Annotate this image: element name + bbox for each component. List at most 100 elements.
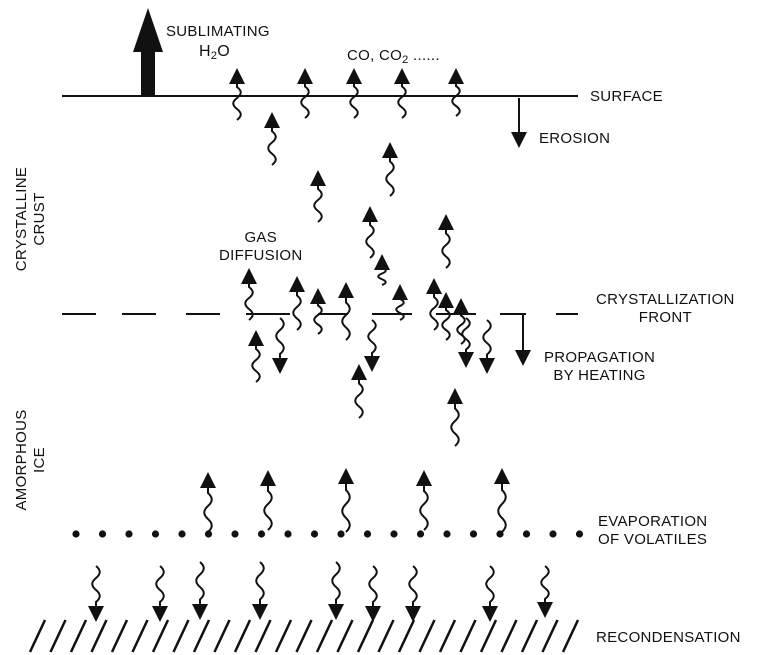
gas-arrow-up <box>260 470 276 531</box>
gas-arrow-down <box>272 317 288 374</box>
hatch-line <box>541 619 559 653</box>
hatch-line <box>500 619 518 653</box>
gas-arrow-up <box>382 142 398 197</box>
hatch-line <box>151 619 170 653</box>
gas-arrow-up <box>248 330 264 383</box>
prop-line2: BY HEATING <box>553 367 646 384</box>
sublimating-h2o-arrow <box>133 8 163 96</box>
evaporation-dot <box>72 530 80 538</box>
hatch-line <box>479 619 498 653</box>
evap-line1: EVAPORATION <box>598 513 708 530</box>
co-ellipsis: ...... <box>408 47 440 64</box>
hatch-line <box>377 619 395 653</box>
crust-line2: CRUST <box>31 192 48 246</box>
gas-arrow-up <box>346 68 362 119</box>
gas-arrow-up <box>448 68 464 117</box>
evaporation-dot <box>337 530 345 538</box>
evaporation-dot <box>178 530 186 538</box>
gas-arrow-down <box>88 565 104 622</box>
gas-arrow-down <box>458 317 474 368</box>
front-line2: FRONT <box>638 309 692 326</box>
co2-subscript: 2 <box>402 54 409 66</box>
hatch-line <box>336 619 354 653</box>
gas-arrow-up <box>264 112 280 166</box>
amorphous-ice-label: AMORPHOUS ICE <box>13 405 49 515</box>
gas-arrow-up <box>229 68 245 121</box>
gas-arrow-down <box>479 319 495 374</box>
hatch-line <box>397 619 416 653</box>
hatch-line <box>213 619 231 653</box>
gas-arrow-up <box>200 472 216 533</box>
gas-arrow-up <box>394 68 410 119</box>
gas-arrow-up <box>338 282 354 341</box>
gas-arrow-down <box>537 565 553 618</box>
gas-arrow-down <box>482 565 498 622</box>
evaporation-dot <box>204 530 213 538</box>
hatch-line <box>315 619 334 653</box>
evaporation-label: EVAPORATION OF VOLATILES <box>598 513 707 549</box>
h2o-h: H <box>199 43 211 60</box>
recondensation-hatching <box>28 619 580 653</box>
evaporation-dot <box>284 530 292 538</box>
hatch-line <box>90 619 108 653</box>
co-co2-label: CO, CO2 ...... <box>347 47 440 69</box>
h2o-subscript: 2 <box>210 50 218 62</box>
hatch-line <box>254 619 272 653</box>
hatch-line <box>459 619 477 653</box>
crust-line1: CRYSTALLINE <box>13 166 30 272</box>
gas-diffusion-arrows <box>88 68 553 622</box>
front-line1: CRYSTALLIZATION <box>596 291 735 308</box>
gas-arrow-down <box>152 565 168 622</box>
evaporation-dot <box>125 530 133 538</box>
gas-arrow-down <box>192 561 208 620</box>
evaporation-dot <box>443 530 451 538</box>
gas-arrow-up <box>310 288 326 335</box>
crystallization-front-label: CRYSTALLIZATION FRONT <box>596 291 735 327</box>
hatch-line <box>295 619 313 653</box>
hatch-line <box>418 619 436 653</box>
h2o-o: O <box>217 43 231 60</box>
gas-arrow-down <box>405 565 421 622</box>
gas-arrow-up <box>297 68 313 119</box>
gas-line2: DIFFUSION <box>219 247 303 264</box>
evaporation-dot <box>575 530 584 538</box>
evaporation-dot <box>231 530 239 538</box>
erosion-label: EROSION <box>539 130 611 147</box>
gas-arrow-down <box>365 565 381 622</box>
h2o-label: H2O <box>199 43 230 65</box>
gas-arrow-up <box>426 278 442 331</box>
evaporation-dot <box>310 530 319 538</box>
hatch-line <box>356 619 375 653</box>
gas-arrow-up <box>289 276 305 331</box>
gas-arrow-up <box>338 468 354 533</box>
evap-line2: OF VOLATILES <box>598 531 708 548</box>
hatch-line <box>49 619 67 653</box>
gas-arrow-up <box>362 206 378 259</box>
evaporation-dot <box>416 530 425 538</box>
evaporation-dot <box>522 530 531 538</box>
co-text: CO, CO <box>347 47 403 64</box>
hatch-line <box>131 619 149 653</box>
gas-arrow-down <box>328 561 344 620</box>
gas-arrow-down <box>252 561 268 620</box>
evaporation-dot <box>549 530 557 538</box>
gas-arrow-up <box>351 364 367 419</box>
hatch-line <box>438 619 457 653</box>
hatch-line <box>561 619 580 653</box>
gas-arrow-up <box>241 268 257 321</box>
evaporation-dot <box>257 530 266 538</box>
recondensation-label: RECONDENSATION <box>596 629 741 646</box>
gas-arrow-up <box>374 254 390 286</box>
evaporation-dot <box>496 530 504 538</box>
hatch-line <box>274 619 293 653</box>
gas-arrow-up <box>438 292 454 341</box>
evaporation-dotted-line <box>72 530 584 538</box>
gas-line1: GAS <box>244 229 278 246</box>
gas-arrow-up <box>438 214 454 269</box>
sublimating-label: SUBLIMATING <box>166 23 270 40</box>
gas-arrow-up <box>392 284 408 321</box>
gas-arrow-up <box>494 468 510 533</box>
hatch-line <box>110 619 129 653</box>
hatch-line <box>172 619 190 653</box>
